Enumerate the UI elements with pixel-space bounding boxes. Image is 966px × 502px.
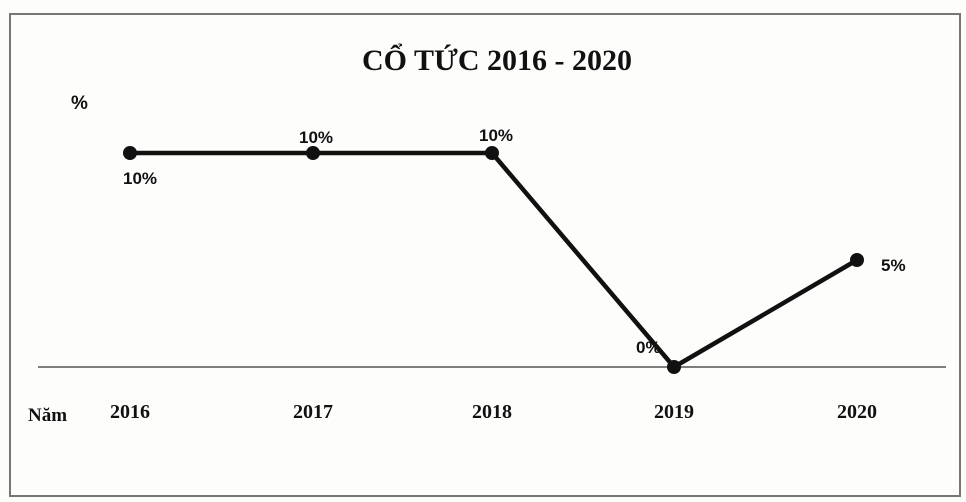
chart-border <box>9 13 961 497</box>
data-label: 10% <box>479 126 513 145</box>
data-label: 5% <box>881 256 906 275</box>
data-point <box>850 253 864 267</box>
data-label: 0% <box>636 338 661 357</box>
data-labels: 10% 10% 10% 0% 5% <box>123 126 906 357</box>
x-tick-label: 2019 <box>654 401 694 423</box>
x-tick-label: 2020 <box>837 401 877 423</box>
y-axis-label: % <box>71 93 88 114</box>
x-axis-label: Năm <box>28 405 67 426</box>
x-tick-labels: 2016 2017 2018 2019 2020 <box>110 401 877 423</box>
series-line-dividend <box>127 150 860 370</box>
x-tick-label: 2016 <box>110 401 150 423</box>
data-point <box>667 360 681 374</box>
data-label: 10% <box>299 128 333 147</box>
x-tick-label: 2018 <box>472 401 512 423</box>
data-point <box>485 146 499 160</box>
chart-title: CỔ TỨC 2016 - 2020 <box>362 43 632 77</box>
data-label: 10% <box>123 169 157 188</box>
x-tick-label: 2017 <box>293 401 333 423</box>
data-points <box>123 146 864 374</box>
data-point <box>306 146 320 160</box>
data-point <box>123 146 137 160</box>
